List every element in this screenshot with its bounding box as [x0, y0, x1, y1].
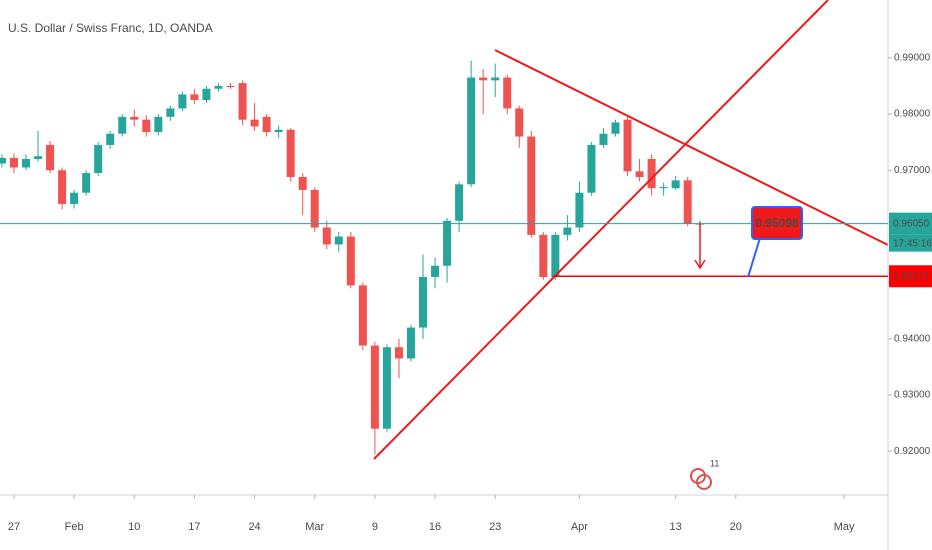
candle-body	[491, 77, 500, 81]
y-tick-label: 0.94000	[894, 333, 931, 344]
x-tick-label: Feb	[65, 521, 84, 533]
last-price-box	[889, 212, 932, 235]
candle-body	[551, 234, 560, 277]
candle-body	[9, 157, 18, 168]
candle-body	[142, 119, 151, 133]
candle-body	[70, 192, 79, 204]
x-tick-label: 13	[670, 521, 682, 533]
candle-body	[683, 180, 692, 224]
x-tick-label: 9	[372, 521, 378, 533]
x-tick-label: 17	[188, 521, 200, 533]
candle-body	[358, 285, 367, 346]
candle-body	[563, 227, 572, 235]
candle-body	[467, 77, 476, 185]
candle-body	[298, 176, 307, 190]
candle-body	[130, 116, 139, 120]
candle-body	[154, 116, 163, 133]
candle-body	[262, 116, 271, 133]
last-price-label: 0.96050	[893, 218, 930, 229]
candles	[0, 60, 704, 454]
watermark: 11	[690, 458, 719, 490]
candle-body	[503, 77, 512, 109]
candle-body	[382, 347, 391, 429]
candle-body	[346, 236, 355, 286]
x-tick-label: 10	[128, 521, 140, 533]
candle-body	[527, 136, 536, 235]
x-tick-label: 16	[429, 521, 441, 533]
candle-body	[443, 220, 452, 266]
candle-body	[286, 129, 295, 177]
x-tick-label: 24	[248, 521, 260, 533]
candle-body	[166, 108, 175, 117]
x-tick-label: May	[834, 521, 855, 533]
candle-body	[190, 94, 199, 101]
x-tick-label: Apr	[571, 521, 588, 533]
candle-body	[58, 170, 67, 204]
candle-body	[587, 144, 596, 193]
chart-title: U.S. Dollar / Swiss Franc, 1D, OANDA	[8, 21, 213, 35]
candle-body	[370, 345, 379, 429]
candle-body	[238, 83, 247, 120]
candle-body	[431, 265, 440, 277]
candle-body	[623, 119, 632, 172]
drawings: 11	[373, 0, 889, 490]
x-tick-label: 23	[489, 521, 501, 533]
candle-body	[539, 234, 548, 277]
candle-body	[322, 227, 331, 245]
callout-box	[751, 206, 803, 240]
candle-body	[226, 85, 235, 88]
candle-body	[82, 173, 91, 193]
candle-body	[515, 108, 524, 137]
countdown-label: 17:45:16	[893, 238, 932, 249]
support-label: 0.95113	[893, 271, 929, 282]
y-tick-label: 0.97000	[894, 165, 931, 176]
candle-body	[202, 88, 211, 101]
candle-body	[178, 94, 187, 109]
x-tick-label: 20	[730, 521, 742, 533]
candle-body	[0, 157, 6, 164]
arrow-head	[694, 259, 706, 270]
candle-body	[274, 129, 283, 133]
countdown-box	[889, 234, 932, 252]
candle-body	[455, 184, 464, 221]
y-tick-label: 0.99000	[894, 53, 931, 64]
callout-pointer	[747, 237, 761, 278]
candle-body	[46, 144, 55, 171]
candle-body	[479, 77, 488, 81]
candle-body	[671, 180, 680, 189]
candle-body	[659, 187, 668, 189]
candle-body	[611, 122, 620, 134]
candle-body	[419, 276, 428, 328]
y-tick-label: 0.92000	[894, 446, 931, 457]
candle-body	[635, 171, 644, 177]
candle-body	[106, 133, 115, 145]
support-box	[889, 265, 932, 288]
x-tick-label: Mar	[305, 521, 324, 533]
candle-body	[214, 85, 223, 89]
candle-body	[250, 119, 259, 127]
candle-body	[599, 133, 608, 145]
candle-body	[94, 144, 103, 174]
candle-body	[334, 236, 343, 245]
candle-body	[310, 189, 319, 228]
candle-body	[394, 347, 403, 359]
y-tick-label: 0.93000	[894, 390, 931, 401]
candle-body	[21, 159, 30, 168]
callout-label: 0.95098	[755, 216, 799, 230]
trend-line	[494, 49, 889, 246]
trend-line	[373, 0, 829, 460]
svg-text:11: 11	[710, 458, 719, 468]
candle-body	[34, 156, 43, 160]
x-tick-label: 27	[8, 521, 20, 533]
candle-body	[575, 192, 584, 228]
candle-body	[647, 159, 656, 189]
candle-body	[118, 116, 127, 134]
y-tick-label: 0.98000	[894, 109, 931, 120]
candle-body	[406, 327, 415, 359]
